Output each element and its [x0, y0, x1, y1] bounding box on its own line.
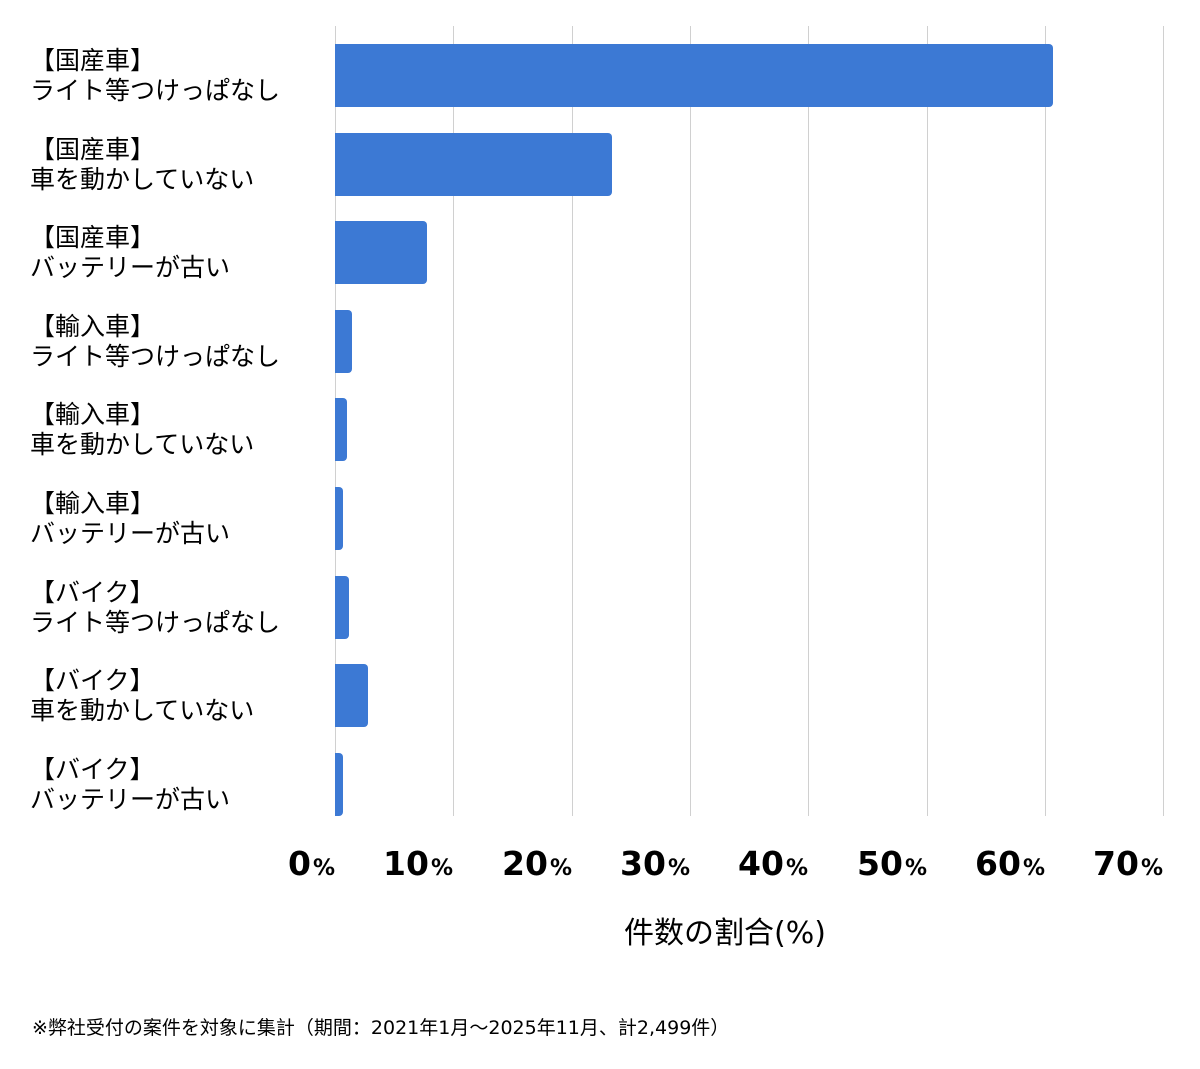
category-group: 【国産車】	[30, 223, 156, 252]
x-tick-label: 50%	[857, 844, 927, 883]
category-group: 【バイク】	[30, 755, 155, 784]
x-tick-label: 40%	[738, 844, 808, 883]
category-name: バッテリーが古い	[30, 519, 231, 548]
category-group: 【輸入車】	[30, 489, 156, 518]
category-label: 【バイク】 車を動かしていない	[30, 666, 330, 726]
category-label: 【バイク】 ライト等つけっぱなし	[30, 578, 330, 638]
category-name: 車を動かしていない	[30, 165, 255, 194]
footnote: ※弊社受付の案件を対象に集計（期間：2021年1月〜2025年11月、計2,49…	[32, 1017, 730, 1039]
bar	[335, 44, 1053, 107]
category-group: 【バイク】	[30, 578, 155, 607]
x-tick-label: 30%	[620, 844, 690, 883]
category-label: 【輸入車】 車を動かしていない	[30, 400, 330, 460]
bar	[335, 310, 352, 373]
category-group: 【輸入車】	[30, 312, 156, 341]
bar	[335, 753, 343, 816]
category-group: 【輸入車】	[30, 400, 156, 429]
x-tick-label: 0%	[287, 844, 335, 883]
category-name: バッテリーが古い	[30, 253, 231, 282]
bar	[335, 576, 349, 639]
x-tick-label: 10%	[383, 844, 453, 883]
category-name: ライト等つけっぱなし	[30, 342, 281, 371]
gridline	[453, 26, 454, 816]
gridline	[927, 26, 928, 816]
category-group: 【国産車】	[30, 46, 156, 75]
category-label: 【国産車】 バッテリーが古い	[30, 223, 330, 283]
category-label: 【バイク】 バッテリーが古い	[30, 755, 330, 815]
gridline	[808, 26, 809, 816]
x-tick-label: 20%	[502, 844, 572, 883]
category-label: 【国産車】 車を動かしていない	[30, 135, 330, 195]
category-label: 【輸入車】 ライト等つけっぱなし	[30, 312, 330, 372]
bar	[335, 133, 612, 196]
gridline	[1163, 26, 1164, 816]
bar	[335, 487, 343, 550]
x-tick-label: 70%	[1093, 844, 1163, 883]
bar	[335, 664, 368, 727]
category-name: バッテリーが古い	[30, 785, 231, 814]
gridline	[1045, 26, 1046, 816]
category-name: 車を動かしていない	[30, 696, 255, 725]
x-tick-label: 60%	[975, 844, 1045, 883]
x-axis-title: 件数の割合(%)	[624, 916, 826, 951]
gridline	[572, 26, 573, 816]
category-name: 車を動かしていない	[30, 430, 255, 459]
category-group: 【国産車】	[30, 135, 156, 164]
gridline	[690, 26, 691, 816]
category-group: 【バイク】	[30, 666, 155, 695]
category-name: ライト等つけっぱなし	[30, 608, 281, 637]
category-name: ライト等つけっぱなし	[30, 76, 281, 105]
bar	[335, 398, 347, 461]
bar	[335, 221, 427, 284]
category-label: 【国産車】 ライト等つけっぱなし	[30, 46, 330, 106]
category-label: 【輸入車】 バッテリーが古い	[30, 489, 330, 549]
